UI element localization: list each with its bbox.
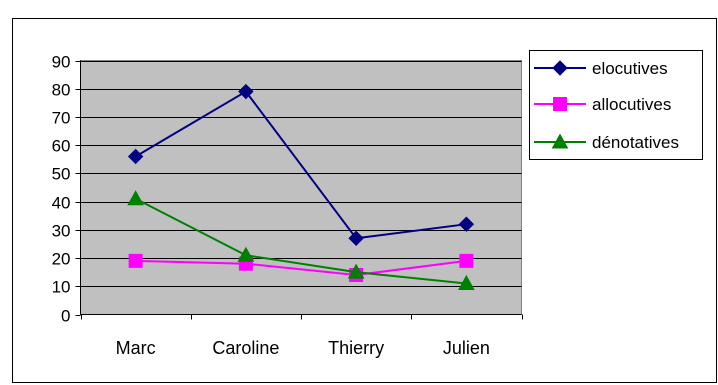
x-tick-label: Julien bbox=[443, 338, 490, 358]
plot-area bbox=[80, 60, 522, 315]
legend: elocutives allocutives dénotatives bbox=[529, 50, 703, 160]
y-tick-label: 40 bbox=[52, 194, 71, 213]
legend-entry: dénotatives bbox=[534, 133, 679, 152]
data-point bbox=[238, 83, 254, 100]
x-axis: Marc Caroline Thierry Julien bbox=[80, 314, 523, 358]
series-layer bbox=[127, 83, 475, 290]
data-point bbox=[458, 216, 475, 232]
gridlines bbox=[80, 61, 522, 287]
data-point bbox=[458, 274, 475, 290]
series-0 bbox=[127, 83, 475, 247]
y-tick-label: 50 bbox=[52, 165, 71, 184]
series-line bbox=[135, 259, 467, 276]
data-point bbox=[237, 246, 255, 262]
y-axis: 0 10 20 30 40 50 60 70 80 90 bbox=[52, 53, 81, 326]
series-line bbox=[135, 197, 467, 285]
data-point bbox=[127, 190, 144, 206]
y-tick-label: 60 bbox=[52, 137, 71, 156]
x-tick-label: Caroline bbox=[212, 338, 279, 358]
y-tick-label: 90 bbox=[52, 53, 71, 72]
legend-marker bbox=[551, 133, 569, 149]
y-tick-label: 0 bbox=[61, 307, 70, 326]
y-tick-label: 30 bbox=[52, 222, 71, 241]
x-tick-label: Marc bbox=[116, 338, 156, 358]
legend-marker bbox=[552, 60, 568, 76]
legend-entry: allocutives bbox=[534, 95, 671, 114]
legend-marker bbox=[553, 97, 567, 111]
y-tick-label: 70 bbox=[52, 109, 71, 128]
y-tick-label: 10 bbox=[52, 278, 71, 297]
y-tick-label: 80 bbox=[52, 81, 71, 100]
legend-label: elocutives bbox=[592, 59, 668, 78]
x-tick-label: Thierry bbox=[328, 338, 384, 358]
data-point bbox=[128, 253, 143, 268]
legend-label: allocutives bbox=[592, 95, 671, 114]
data-point bbox=[459, 253, 474, 268]
legend-entry: elocutives bbox=[534, 59, 668, 78]
data-point bbox=[348, 230, 364, 247]
series-2 bbox=[127, 190, 475, 290]
data-point bbox=[127, 148, 144, 165]
data-point bbox=[347, 263, 365, 279]
legend-label: dénotatives bbox=[592, 133, 679, 152]
y-tick-label: 20 bbox=[52, 250, 71, 269]
series-line bbox=[135, 90, 467, 240]
